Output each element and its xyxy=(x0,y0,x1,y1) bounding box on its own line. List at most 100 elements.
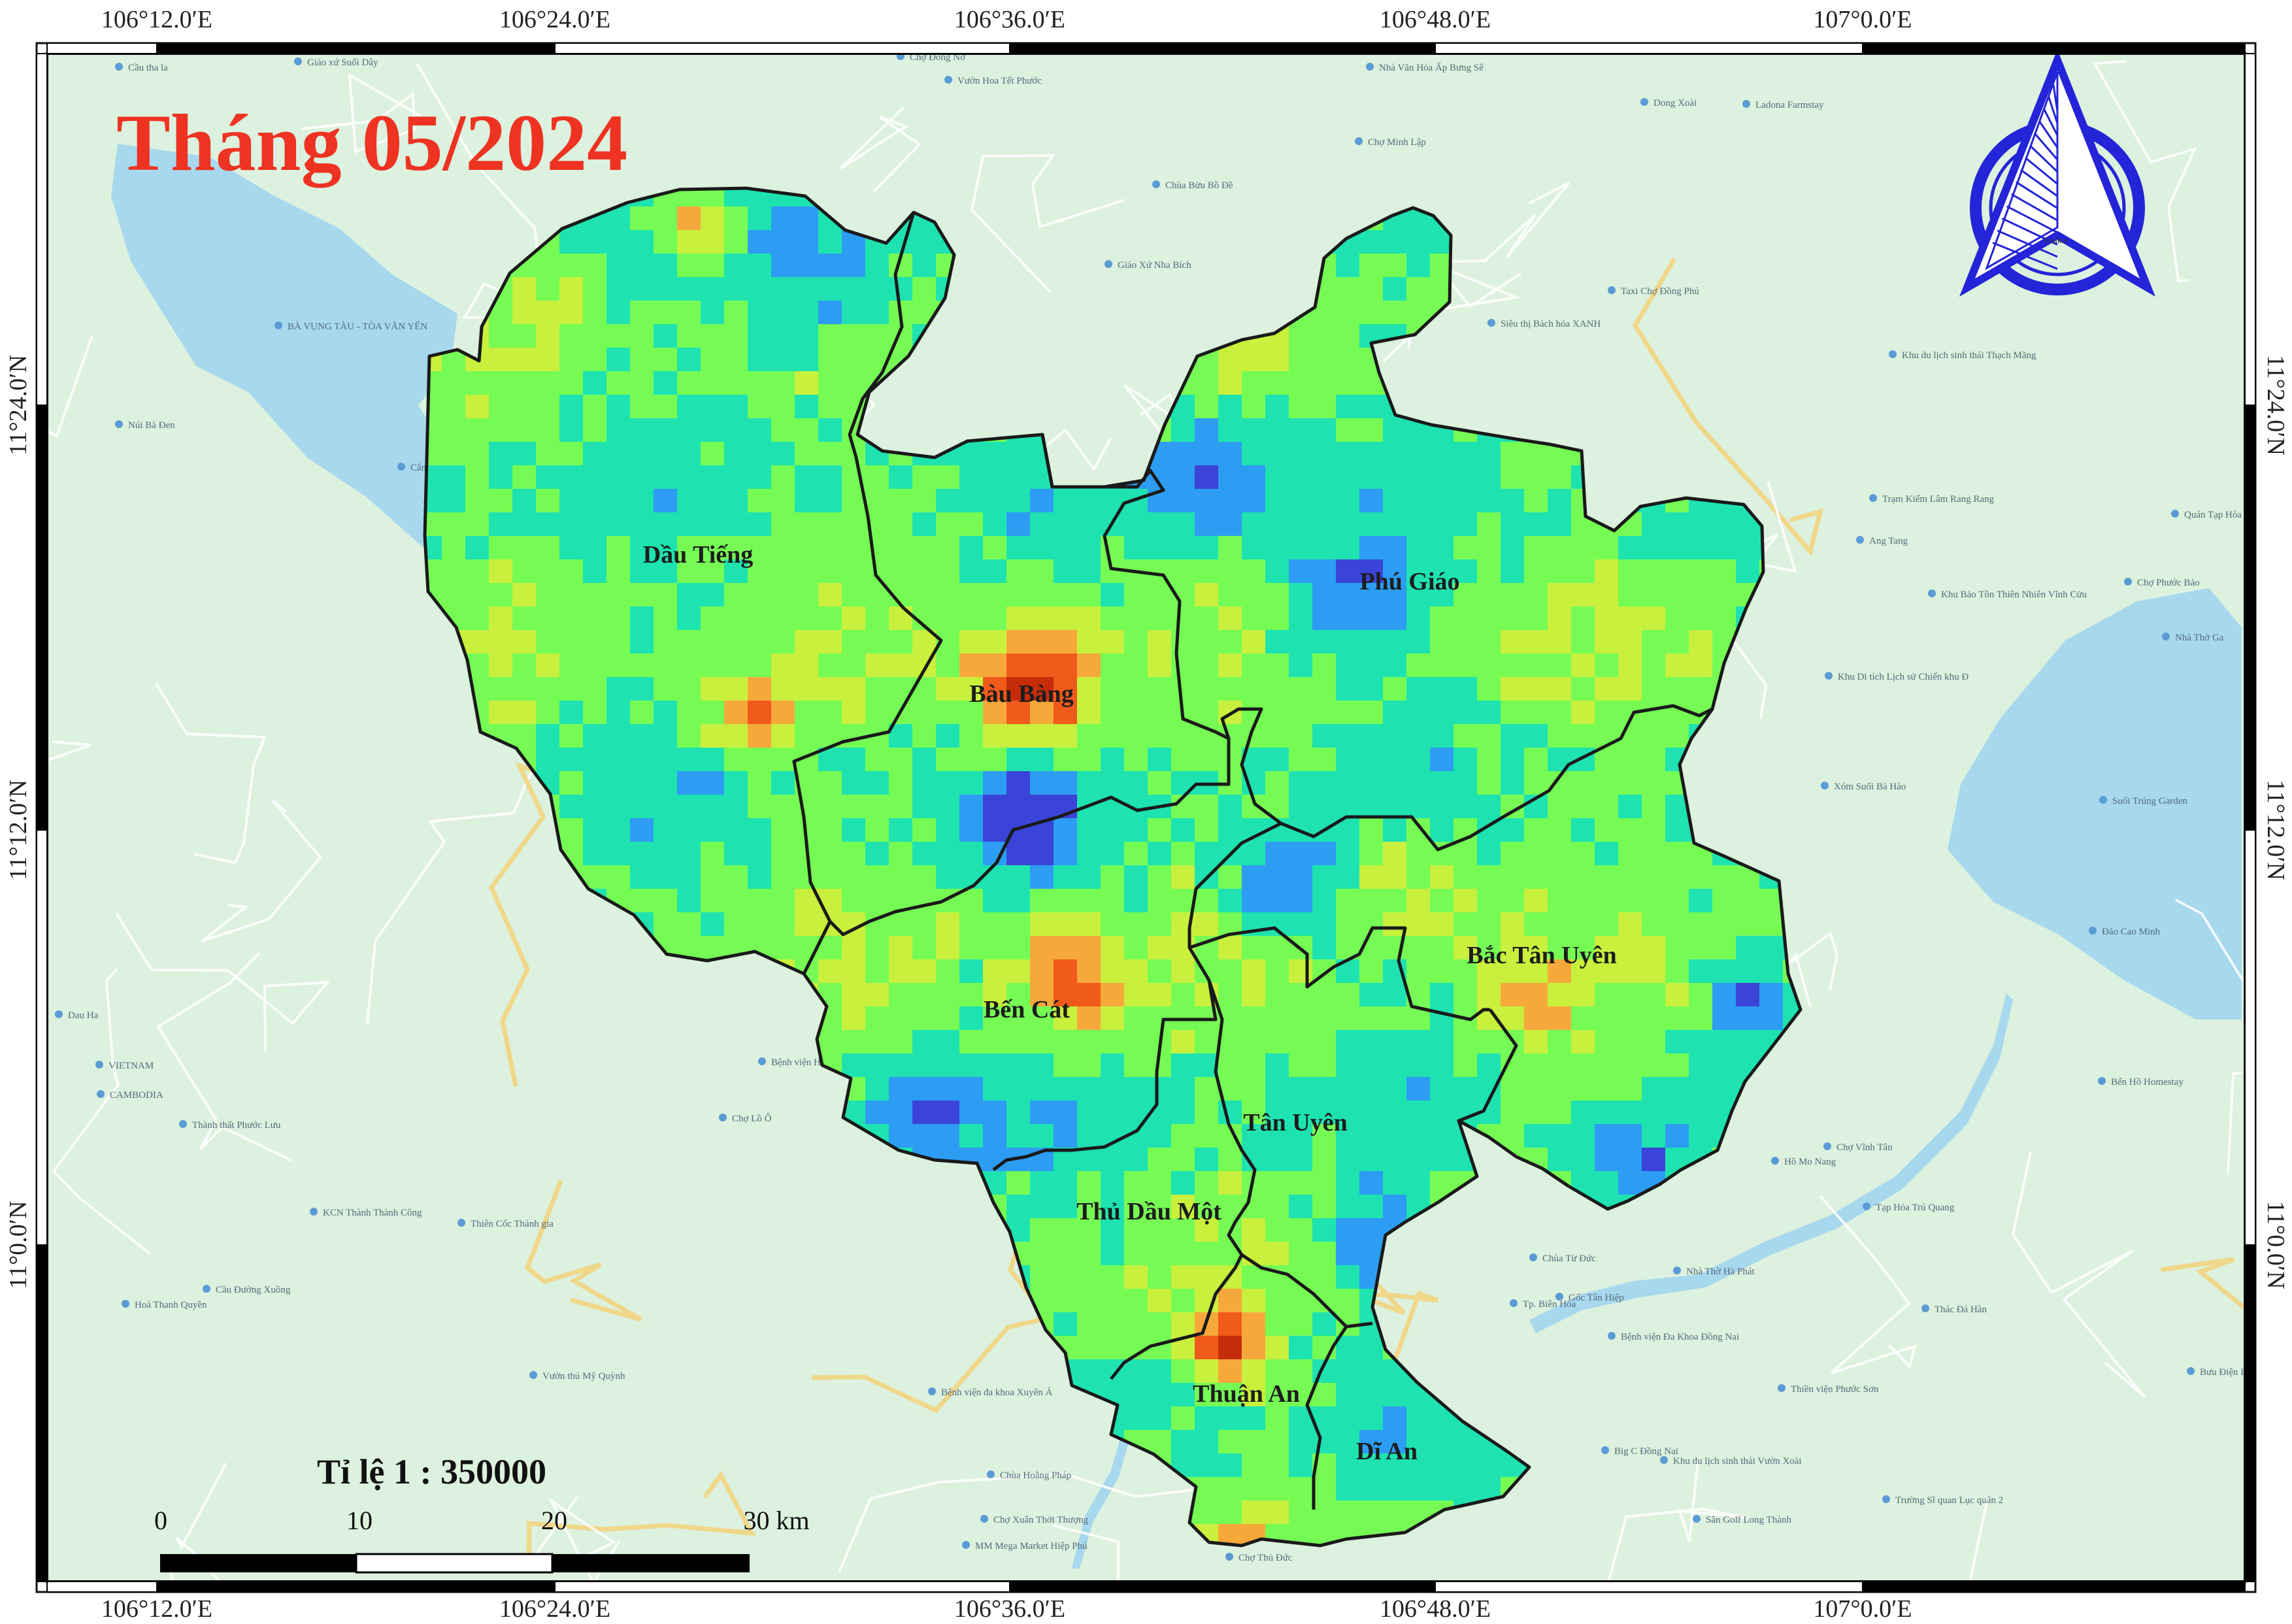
raster-cell xyxy=(983,465,1007,489)
raster-cell xyxy=(1501,818,1525,842)
raster-cell xyxy=(630,583,654,607)
raster-cell xyxy=(1289,442,1313,466)
raster-cell xyxy=(1124,724,1148,748)
raster-cell xyxy=(936,583,960,607)
raster-cell xyxy=(536,748,560,772)
raster-cell xyxy=(1265,1453,1289,1478)
raster-cell xyxy=(1548,1006,1572,1031)
raster-cell xyxy=(1218,1406,1242,1431)
raster-cell xyxy=(606,324,631,348)
raster-cell xyxy=(1265,348,1289,372)
svg-text:Chùa Bửu Bồ Đề: Chùa Bửu Bồ Đề xyxy=(1165,180,1233,191)
raster-cell xyxy=(1195,606,1219,631)
raster-cell xyxy=(1242,1406,1266,1431)
raster-cell xyxy=(1242,677,1266,701)
raster-cell xyxy=(1430,465,1454,489)
raster-cell xyxy=(1618,959,1642,984)
raster-cell xyxy=(842,559,866,584)
raster-cell xyxy=(1265,748,1289,772)
raster-cell xyxy=(583,559,607,584)
raster-cell xyxy=(1453,1453,1478,1478)
place-marker-icon xyxy=(1487,319,1495,327)
raster-cell xyxy=(1054,1312,1078,1336)
raster-cell xyxy=(912,277,937,301)
raster-cell xyxy=(1406,254,1431,278)
raster-cell xyxy=(1430,912,1454,936)
raster-cell xyxy=(748,324,772,348)
raster-cell xyxy=(1077,959,1101,984)
raster-cell xyxy=(1665,630,1689,654)
raster-cell xyxy=(1524,771,1548,795)
raster-cell xyxy=(1242,559,1266,584)
basemap-place-label: Ang Tang xyxy=(1856,536,1908,546)
raster-cell xyxy=(1242,865,1266,889)
raster-cell xyxy=(1312,889,1337,913)
raster-cell xyxy=(1712,936,1736,960)
raster-cell xyxy=(1336,254,1360,278)
basemap-place-label: Taxi Chợ Đồng Phú xyxy=(1608,286,1699,297)
raster-cell xyxy=(1359,818,1384,842)
raster-cell xyxy=(583,748,607,772)
raster-cell xyxy=(724,701,748,725)
raster-cell xyxy=(771,536,795,560)
raster-cell xyxy=(983,489,1007,513)
raster-cell xyxy=(1124,1218,1148,1242)
raster-cell xyxy=(889,748,913,772)
raster-cell xyxy=(1195,1383,1219,1407)
raster-cell xyxy=(1689,1006,1713,1031)
basemap-place-label: Chợ Xuân Thới Thượng xyxy=(980,1515,1089,1525)
place-marker-icon xyxy=(980,1515,988,1523)
raster-cell xyxy=(1218,606,1242,631)
raster-cell xyxy=(1524,512,1548,537)
raster-cell xyxy=(512,277,537,301)
basemap-place-label: Khu Bảo Tồn Thiên Nhiên Vĩnh Cửu xyxy=(1928,589,2087,600)
raster-cell xyxy=(959,677,984,701)
raster-cell xyxy=(559,795,584,819)
raster-cell xyxy=(1218,348,1242,372)
place-marker-icon xyxy=(1882,1495,1890,1503)
raster-cell xyxy=(748,677,772,701)
raster-cell xyxy=(512,348,537,372)
raster-cell xyxy=(1289,959,1313,984)
raster-cell xyxy=(1477,489,1501,513)
raster-cell xyxy=(1218,1453,1242,1478)
raster-cell xyxy=(1242,1359,1266,1384)
raster-cell xyxy=(677,795,701,819)
raster-cell xyxy=(1712,1053,1736,1078)
raster-cell xyxy=(795,324,819,348)
raster-cell xyxy=(701,677,725,701)
raster-cell xyxy=(536,324,560,348)
raster-cell xyxy=(1618,842,1642,866)
raster-cell xyxy=(865,936,889,960)
raster-cell xyxy=(1453,654,1478,678)
raster-cell xyxy=(818,324,842,348)
raster-cell xyxy=(1736,912,1760,936)
place-marker-icon xyxy=(2089,927,2097,935)
raster-cell xyxy=(1101,1148,1125,1172)
raster-cell xyxy=(1289,701,1313,725)
svg-text:Sân Golf Long Thành: Sân Golf Long Thành xyxy=(1706,1515,1791,1525)
raster-cell xyxy=(701,654,725,678)
raster-cell xyxy=(1336,795,1360,819)
raster-cell xyxy=(1453,842,1478,866)
raster-cell xyxy=(1571,701,1595,725)
raster-cell xyxy=(724,654,748,678)
raster-cell xyxy=(1077,983,1101,1007)
raster-cell xyxy=(936,771,960,795)
raster-cell xyxy=(465,442,490,466)
raster-cell xyxy=(1336,395,1360,419)
basemap-place-label: Dong Xoài xyxy=(1640,98,1697,108)
raster-cell xyxy=(724,583,748,607)
raster-cell xyxy=(1218,418,1242,442)
raster-cell xyxy=(724,277,748,301)
raster-cell xyxy=(1289,654,1313,678)
raster-cell xyxy=(536,395,560,419)
svg-text:Quán Tạp Hóa TRUNG KIÊN: Quán Tạp Hóa TRUNG KIÊN xyxy=(2184,509,2292,520)
raster-cell xyxy=(1195,465,1219,489)
raster-cell xyxy=(1077,1124,1101,1148)
raster-cell xyxy=(1101,701,1125,725)
lon-top-2: 106°24.0′E xyxy=(499,6,610,33)
raster-cell xyxy=(865,301,889,325)
raster-cell xyxy=(1077,724,1101,748)
raster-cell xyxy=(1054,677,1078,701)
